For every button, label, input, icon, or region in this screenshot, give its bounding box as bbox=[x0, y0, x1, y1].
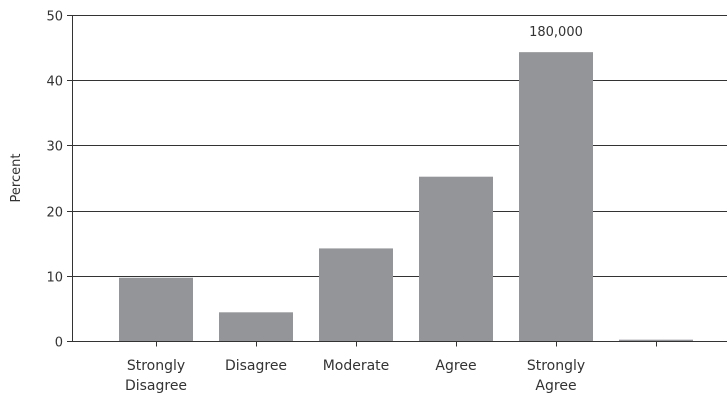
labels: 0 10 20 30 40 50 Strongly Disagree Disagree Moder… bbox=[46, 10, 585, 395]
gridlines bbox=[72, 15, 727, 277]
x-category-label: Agree bbox=[535, 378, 576, 394]
y-axis-title: Percent bbox=[9, 154, 24, 203]
y-tick-label: 0 bbox=[55, 336, 63, 351]
bar bbox=[619, 339, 693, 341]
y-tick-label: 50 bbox=[46, 10, 63, 25]
bar bbox=[319, 248, 393, 341]
y-tick-label: 30 bbox=[46, 140, 63, 155]
x-category-label: Strongly bbox=[527, 358, 585, 374]
y-tick-label: 10 bbox=[46, 271, 63, 286]
x-category-label: Disagree bbox=[125, 378, 187, 394]
y-tick-label: 40 bbox=[46, 75, 63, 90]
x-category-label: Agree bbox=[435, 358, 476, 374]
x-category-label: Disagree bbox=[225, 358, 287, 374]
bar-data-label: 180,000 bbox=[529, 25, 583, 40]
x-category-label: Moderate bbox=[323, 358, 390, 374]
axes bbox=[67, 15, 727, 347]
bar bbox=[219, 312, 293, 341]
bar bbox=[419, 176, 493, 341]
bar bbox=[119, 277, 193, 341]
x-category-label: Strongly bbox=[127, 358, 185, 374]
y-tick-label: 20 bbox=[46, 206, 63, 221]
bar bbox=[519, 52, 593, 341]
bars bbox=[119, 52, 693, 341]
